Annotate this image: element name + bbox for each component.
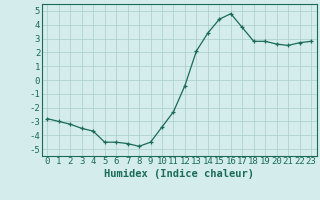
X-axis label: Humidex (Indice chaleur): Humidex (Indice chaleur) — [104, 169, 254, 179]
